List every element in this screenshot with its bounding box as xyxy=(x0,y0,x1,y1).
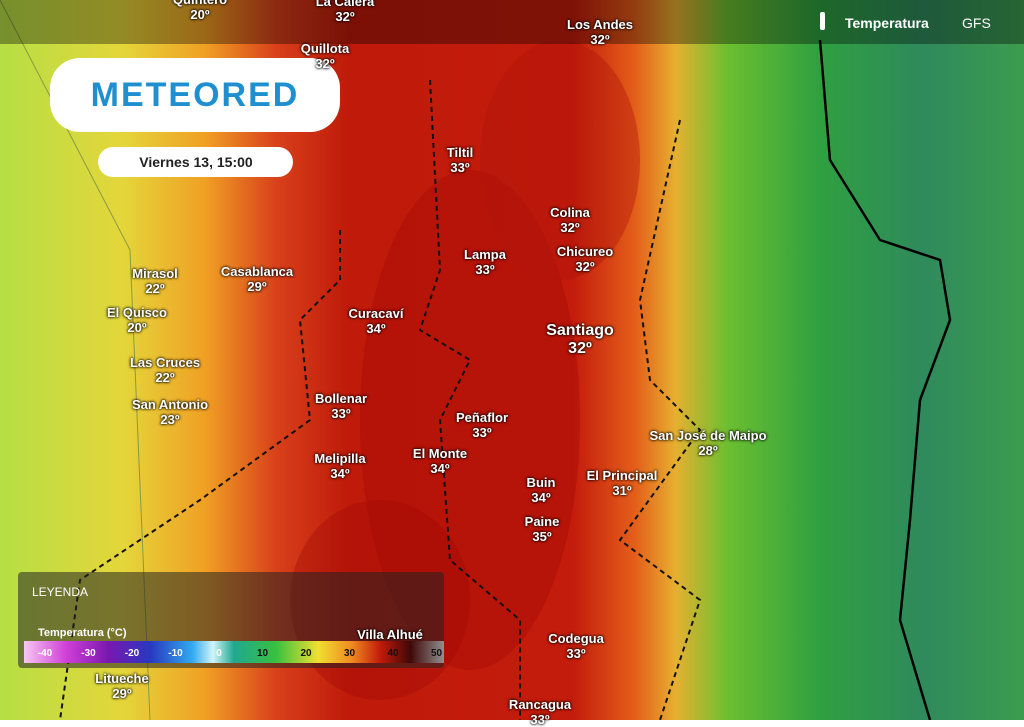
place-temp: 28º xyxy=(698,443,718,458)
place-temp: 32º xyxy=(568,340,592,357)
place-temp: 35º xyxy=(532,529,552,544)
place-temp: 29º xyxy=(112,686,132,701)
legend-tick: -20 xyxy=(125,648,140,659)
place-label: Las Cruces 22º xyxy=(130,355,200,385)
place-name: Rancagua xyxy=(508,697,572,712)
place-name: Quillota xyxy=(300,41,350,56)
place-temp: 34º xyxy=(430,461,450,476)
place-temp: 34º xyxy=(531,490,551,505)
place-temp: 20º xyxy=(127,320,147,335)
place-label: Codegua 33º xyxy=(548,631,604,661)
legend-tick: 20 xyxy=(300,648,312,659)
place-name: Codegua xyxy=(548,631,604,646)
place-name: El Principal xyxy=(586,468,658,483)
place-label: Santiago 32º xyxy=(546,322,614,358)
legend-tick: 0 xyxy=(216,648,222,659)
place-name: La Calera xyxy=(315,0,375,9)
place-label: Quillota 32º xyxy=(301,41,349,71)
place-label: Lampa 33º xyxy=(464,247,506,277)
place-label: Mirasol 22º xyxy=(132,266,178,296)
place-label: Los Andes 32º xyxy=(567,17,633,47)
place-name: Bollenar xyxy=(314,391,368,406)
place-label: Bollenar 33º xyxy=(315,391,367,421)
place-name: Quintero xyxy=(173,0,227,7)
legend-tick: -30 xyxy=(81,648,96,659)
place-label: Rancagua 33º xyxy=(509,697,571,727)
place-name: Los Andes xyxy=(567,17,633,32)
place-temp: 33º xyxy=(566,646,586,661)
place-name: Villa Alhué xyxy=(357,627,423,642)
place-temp: 32º xyxy=(335,9,355,24)
place-temp: 22º xyxy=(145,281,165,296)
place-label: Chicureo 32º xyxy=(557,244,613,274)
place-name: Tiltil xyxy=(446,145,474,160)
place-label: El Monte 34º xyxy=(413,446,467,476)
place-temp: 33º xyxy=(472,425,492,440)
model[interactable]: GFS xyxy=(962,15,991,31)
place-name: Curacaví xyxy=(348,306,404,321)
place-label: Colina 32º xyxy=(550,205,590,235)
place-name: Colina xyxy=(550,205,590,220)
place-temp: 22º xyxy=(155,370,175,385)
place-label: El Quisco 20º xyxy=(107,305,167,335)
place-label: Casablanca 29º xyxy=(221,264,293,294)
place-label: Tiltil 33º xyxy=(447,145,473,175)
place-name: Mirasol xyxy=(132,266,178,281)
legend-tick: 40 xyxy=(387,648,399,659)
place-temp: 34º xyxy=(330,466,350,481)
legend-title: LEYENDA xyxy=(32,585,88,599)
place-name: San Antonio xyxy=(131,397,209,412)
place-name: Santiago xyxy=(546,322,614,339)
place-temp: 31º xyxy=(612,483,632,498)
place-label: Litueche 29º xyxy=(95,671,148,701)
place-name: El Monte xyxy=(412,446,468,461)
place-name: Peñaflor xyxy=(455,410,509,425)
place-temp: 32º xyxy=(315,56,335,71)
place-temp: 32º xyxy=(560,220,580,235)
legend-tick: -10 xyxy=(168,648,183,659)
place-temp: 33º xyxy=(450,160,470,175)
legend-tick: 30 xyxy=(344,648,356,659)
place-label: Buin 34º xyxy=(527,475,556,505)
place-label: La Calera 32º xyxy=(316,0,375,24)
variable[interactable]: Temperatura xyxy=(845,15,929,31)
place-name: Lampa xyxy=(464,247,506,262)
place-name: Las Cruces xyxy=(129,355,201,370)
place-label: Quintero20º xyxy=(173,0,227,22)
place-temp: 32º xyxy=(590,32,610,47)
place-temp: 33º xyxy=(475,262,495,277)
legend-tick: 10 xyxy=(257,648,269,659)
place-label: San José de Maipo 28º xyxy=(649,428,766,458)
place-name: San José de Maipo xyxy=(649,428,767,443)
place-name: El Quisco xyxy=(107,305,167,320)
place-label: Melipilla 34º xyxy=(314,451,365,481)
place-label: Curacaví 34º xyxy=(349,306,404,336)
place-label: Peñaflor 33º xyxy=(456,410,508,440)
place-label: Villa Alhué xyxy=(357,627,423,642)
place-name: Casablanca xyxy=(220,264,294,279)
legend-tick: -40 xyxy=(38,648,53,659)
place-temp: 20º xyxy=(190,7,210,22)
place-temp: 29º xyxy=(247,279,267,294)
legend-tick: 50 xyxy=(431,648,443,659)
place-label: El Principal 31º xyxy=(587,468,658,498)
legend-scale-title: Temperatura (°C) xyxy=(38,627,127,639)
place-name: Litueche xyxy=(95,671,149,686)
place-label: San Antonio 23º xyxy=(132,397,208,427)
place-temp: 34º xyxy=(366,321,386,336)
logo: METEORED xyxy=(91,76,300,114)
place-name: Paine xyxy=(524,514,560,529)
place-temp: 23º xyxy=(160,412,180,427)
place-name: Buin xyxy=(526,475,556,490)
place-label: Paine 35º xyxy=(525,514,560,544)
place-name: Melipilla xyxy=(314,451,366,466)
place-name: Chicureo xyxy=(556,244,614,259)
place-temp: 32º xyxy=(575,259,595,274)
place-temp: 33º xyxy=(331,406,351,421)
date: Viernes 13, 15:00 xyxy=(139,154,253,170)
